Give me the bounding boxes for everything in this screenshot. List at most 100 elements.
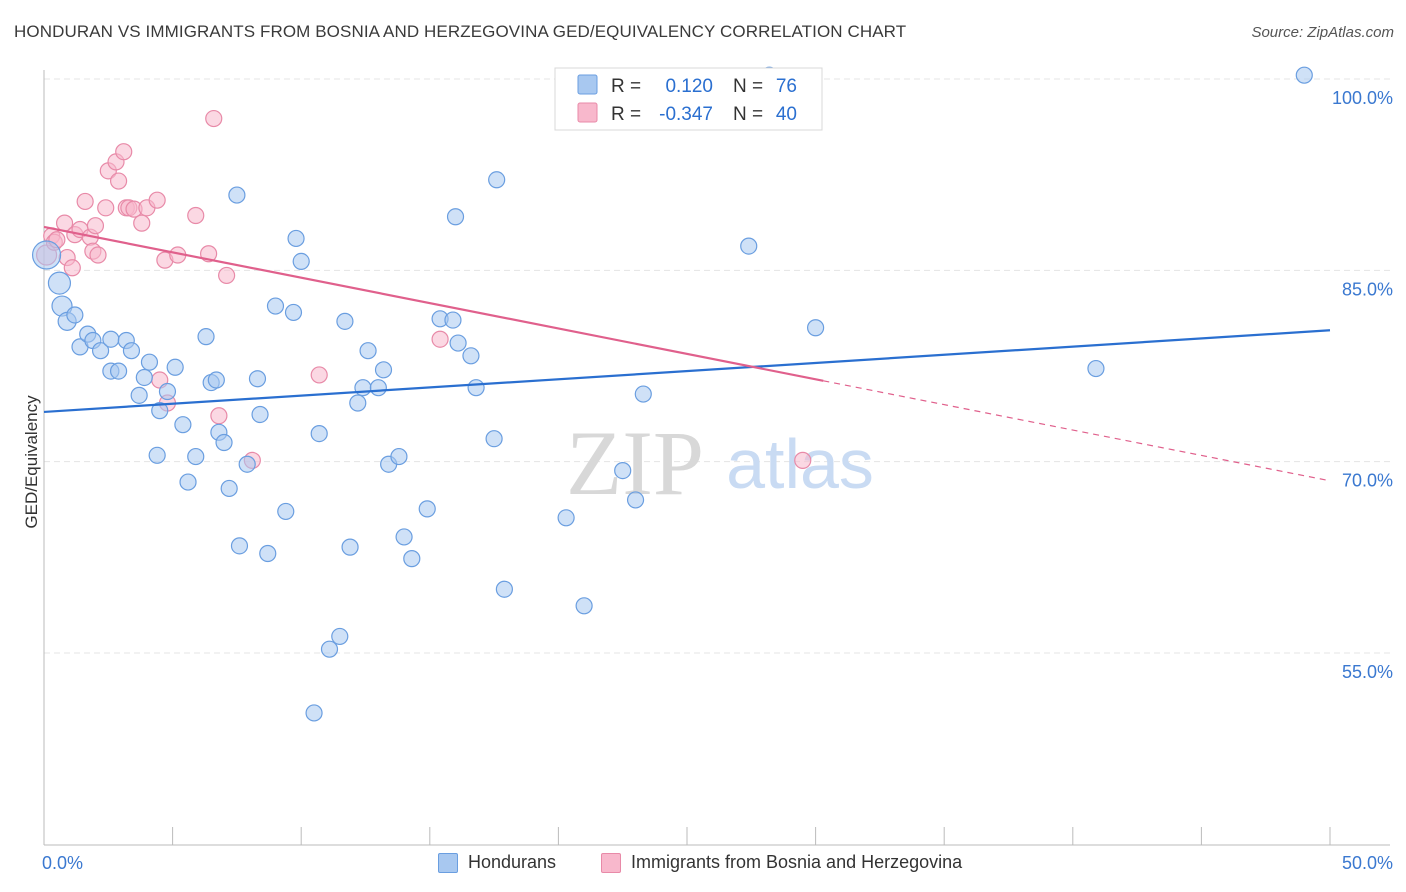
point-hondurans[interactable] <box>148 446 166 464</box>
point-hondurans[interactable] <box>187 447 205 466</box>
point-bosnia[interactable] <box>205 109 223 128</box>
point-hondurans[interactable] <box>66 306 84 324</box>
point-bosnia[interactable] <box>187 206 205 225</box>
point-bosnia[interactable] <box>89 246 107 264</box>
point-hondurans[interactable] <box>158 382 177 401</box>
point-hondurans[interactable] <box>248 370 267 388</box>
watermark: ZIP atlas <box>566 412 874 514</box>
point-bosnia[interactable] <box>794 451 812 469</box>
trend-line-bosnia-extension <box>823 380 1331 482</box>
point-hondurans[interactable] <box>575 597 593 615</box>
point-hondurans[interactable] <box>140 353 159 371</box>
point-bosnia[interactable] <box>431 330 449 348</box>
point-bosnia[interactable] <box>97 199 115 217</box>
point-hondurans[interactable] <box>197 328 215 346</box>
point-hondurans[interactable] <box>495 580 513 598</box>
point-bosnia[interactable] <box>310 366 328 384</box>
axes <box>43 70 1390 846</box>
x-tick-label: 0.0% <box>42 853 83 873</box>
legend-swatch-hondurans <box>438 852 458 873</box>
point-hondurans[interactable] <box>467 379 485 397</box>
point-hondurans[interactable] <box>462 347 480 365</box>
point-bosnia[interactable] <box>218 266 236 285</box>
point-hondurans[interactable] <box>266 297 285 315</box>
point-hondurans[interactable] <box>251 405 269 424</box>
point-bosnia[interactable] <box>63 259 81 277</box>
point-hondurans[interactable] <box>374 361 393 379</box>
point-bosnia[interactable] <box>86 217 105 235</box>
point-hondurans[interactable] <box>614 461 632 480</box>
point-hondurans[interactable] <box>130 386 148 404</box>
point-hondurans[interactable] <box>207 371 225 389</box>
point-hondurans[interactable] <box>354 379 372 397</box>
point-bosnia[interactable] <box>115 143 133 161</box>
point-hondurans[interactable] <box>47 271 72 295</box>
point-hondurans[interactable] <box>626 491 645 509</box>
point-hondurans[interactable] <box>287 229 305 248</box>
point-hondurans[interactable] <box>31 240 62 270</box>
point-hondurans[interactable] <box>284 303 303 322</box>
point-hondurans[interactable] <box>395 528 413 546</box>
point-hondurans[interactable] <box>228 186 246 204</box>
point-hondurans[interactable] <box>220 479 238 498</box>
point-hondurans[interactable] <box>341 538 359 556</box>
point-bosnia[interactable] <box>148 191 166 209</box>
point-hondurans[interactable] <box>109 362 128 380</box>
legend-item-bosnia[interactable]: Immigrants from Bosnia and Herzegovina <box>601 852 962 873</box>
point-hondurans[interactable] <box>151 402 169 420</box>
source-label: Source: ZipAtlas.com <box>1251 24 1394 41</box>
point-hondurans[interactable] <box>369 379 387 397</box>
point-hondurans[interactable] <box>418 500 436 518</box>
point-hondurans[interactable] <box>179 473 197 491</box>
y-axis-label: GED/Equivalency <box>22 395 41 529</box>
point-hondurans[interactable] <box>122 342 141 360</box>
point-hondurans[interactable] <box>557 509 575 527</box>
stats-r-value-blue: 0.120 <box>665 76 713 97</box>
point-bosnia[interactable] <box>210 407 228 425</box>
y-tick-label: 85.0% <box>1342 279 1393 299</box>
point-hondurans[interactable] <box>449 334 467 352</box>
point-hondurans[interactable] <box>215 433 233 452</box>
point-hondurans[interactable] <box>1295 66 1313 84</box>
point-hondurans[interactable] <box>259 544 277 563</box>
point-hondurans[interactable] <box>403 550 421 568</box>
chart-title: HONDURAN VS IMMIGRANTS FROM BOSNIA AND H… <box>14 22 907 41</box>
x-tick-label: 50.0% <box>1342 853 1393 873</box>
stats-swatch-pink <box>577 102 598 123</box>
point-bosnia[interactable] <box>109 172 128 190</box>
stats-n-label-pink: N = <box>733 104 763 125</box>
stats-legend-box <box>554 67 823 131</box>
stats-n-label-blue: N = <box>733 76 763 97</box>
point-hondurans[interactable] <box>488 171 506 189</box>
point-hondurans[interactable] <box>740 237 758 255</box>
stats-r-value-pink: -0.347 <box>659 104 713 125</box>
point-hondurans[interactable] <box>166 358 184 376</box>
point-hondurans[interactable] <box>390 447 408 466</box>
point-hondurans[interactable] <box>91 342 110 360</box>
point-hondurans[interactable] <box>634 385 652 403</box>
point-hondurans[interactable] <box>806 319 825 337</box>
point-bosnia[interactable] <box>76 192 94 211</box>
point-hondurans[interactable] <box>310 425 328 443</box>
tick-labels: 55.0% 70.0% 85.0% 100.0% 0.0% 50.0% <box>42 88 1393 873</box>
point-hondurans[interactable] <box>277 502 295 521</box>
point-bosnia[interactable] <box>133 214 151 232</box>
point-hondurans[interactable] <box>359 342 377 360</box>
point-hondurans[interactable] <box>336 312 354 330</box>
point-hondurans[interactable] <box>305 704 323 722</box>
point-hondurans[interactable] <box>102 330 120 348</box>
point-hondurans[interactable] <box>174 416 192 434</box>
point-hondurans[interactable] <box>444 311 462 329</box>
point-hondurans[interactable] <box>446 208 465 226</box>
trend-line-hondurans <box>43 329 1331 414</box>
point-hondurans[interactable] <box>292 252 310 271</box>
point-hondurans[interactable] <box>331 627 349 646</box>
point-hondurans[interactable] <box>1087 359 1105 378</box>
point-hondurans[interactable] <box>135 368 153 387</box>
point-hondurans[interactable] <box>230 537 249 555</box>
point-hondurans[interactable] <box>320 640 339 658</box>
legend-item-hondurans[interactable]: Hondurans <box>438 852 556 873</box>
point-hondurans[interactable] <box>485 430 503 448</box>
point-hondurans[interactable] <box>238 455 256 473</box>
point-hondurans[interactable] <box>349 394 367 412</box>
